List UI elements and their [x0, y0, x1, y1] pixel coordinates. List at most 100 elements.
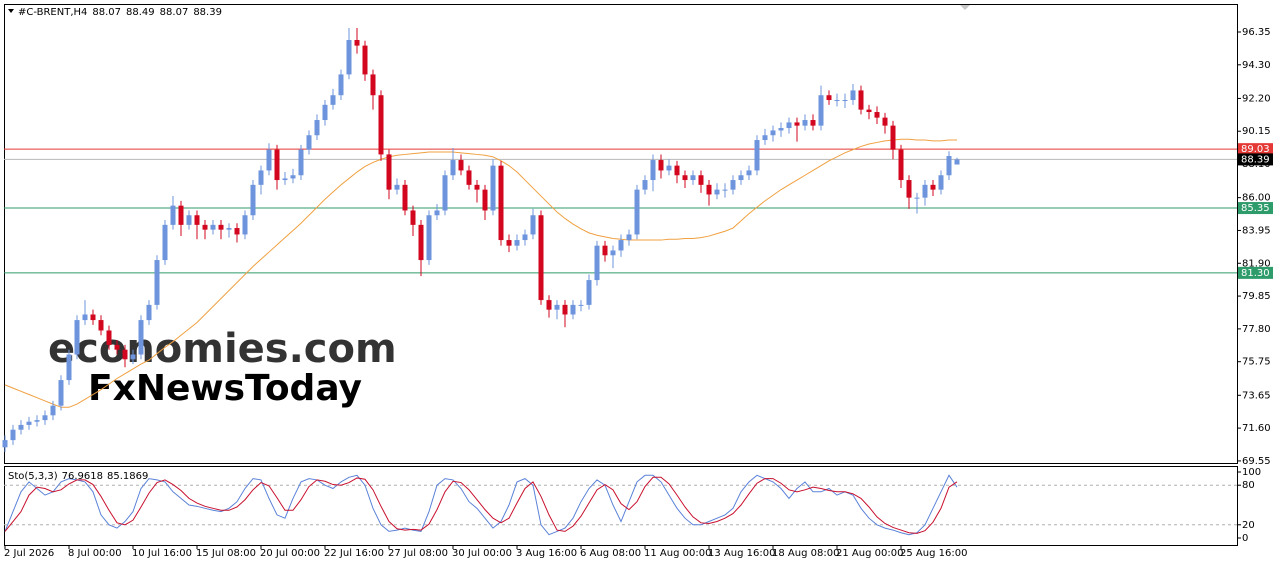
candle-body — [402, 184, 408, 211]
x-tick-label: 25 Aug 16:00 — [900, 548, 967, 559]
candle-body — [594, 245, 600, 281]
indicator-value: 76.9618 — [62, 471, 103, 482]
y-tick-label: 75.75 — [1242, 357, 1271, 368]
candle-body — [338, 74, 344, 96]
candle-body — [130, 354, 136, 360]
candle-body — [18, 424, 24, 430]
x-tick-label: 13 Aug 16:00 — [708, 548, 775, 559]
candle-body — [674, 165, 680, 176]
candle-body — [898, 149, 904, 181]
y-tick-label: 73.65 — [1242, 390, 1271, 401]
y-tick-label: 86.00 — [1242, 193, 1271, 204]
candle-body — [762, 135, 768, 141]
candle-body — [570, 304, 576, 315]
candle-body — [698, 175, 704, 185]
candle-body — [498, 165, 504, 241]
y-tick-label: 83.95 — [1242, 225, 1271, 236]
candle-body — [482, 189, 488, 211]
candle-body — [250, 184, 256, 216]
y-tick-label: 94.30 — [1242, 60, 1271, 71]
candle-body — [2, 440, 8, 448]
moving-average — [4, 138, 957, 408]
candle-body — [26, 421, 32, 425]
candle-body — [442, 175, 448, 211]
main-pane — [4, 4, 1238, 464]
x-tick-label: 15 Jul 08:00 — [196, 548, 256, 559]
watermark-text: economies.com — [48, 326, 397, 372]
symbol-header: #C-BRENT,H4 88.07 88.49 88.07 88.39 — [18, 7, 222, 18]
candle-body — [522, 234, 528, 241]
y-tick-label: 71.60 — [1242, 423, 1271, 434]
candle-body — [682, 175, 688, 181]
candle-body — [122, 349, 128, 360]
candle-body — [282, 178, 288, 181]
x-tick-label: 10 Jul 16:00 — [132, 548, 192, 559]
candle-body — [690, 175, 696, 181]
candle-body — [538, 215, 544, 301]
candle-body — [58, 380, 64, 406]
candle-body — [850, 90, 856, 101]
candle-body — [466, 170, 472, 185]
candle-body — [954, 159, 960, 165]
candle-body — [490, 165, 496, 211]
candle-body — [650, 160, 656, 181]
candle-body — [194, 215, 200, 225]
candle-body — [882, 117, 888, 126]
candle-body — [810, 120, 816, 126]
indicator-line — [4, 474, 958, 536]
candle-body — [786, 122, 792, 129]
candle-body — [754, 140, 760, 171]
candle-body — [818, 95, 824, 126]
candle-body — [154, 260, 160, 305]
candle-body — [858, 90, 864, 110]
candle-body — [666, 165, 672, 171]
candle-body — [794, 122, 800, 126]
candle-body — [738, 175, 744, 181]
menu-arrow[interactable] — [8, 9, 14, 13]
candle-body — [98, 320, 104, 331]
candle-body — [930, 184, 936, 190]
candle-body — [146, 304, 152, 321]
level-label-box — [1238, 143, 1273, 156]
x-tick-label: 30 Jul 00:00 — [452, 548, 512, 559]
indicator-header: Sto(5,3,3) 76.9618 85.1869 — [8, 471, 148, 482]
candle-body — [186, 215, 192, 225]
candle-body — [826, 95, 832, 101]
candle-body — [90, 314, 96, 321]
candle-body — [426, 215, 432, 261]
ohlc-value: 88.39 — [193, 7, 222, 18]
candle-body — [586, 280, 592, 305]
y-tick-label: 81.90 — [1242, 258, 1271, 269]
watermark-text: FxNewsToday — [88, 368, 362, 409]
candle-body — [842, 100, 848, 102]
indicator-pane — [4, 466, 1238, 546]
x-tick-label: 6 Aug 08:00 — [580, 548, 641, 559]
candle-body — [274, 149, 280, 181]
candle-body — [890, 125, 896, 150]
candle-body — [74, 320, 80, 355]
candle-body — [610, 250, 616, 256]
candle-body — [514, 240, 520, 246]
candle-body — [546, 300, 552, 310]
candle-body — [706, 184, 712, 195]
candle-body — [242, 215, 248, 235]
candle-body — [178, 205, 184, 225]
level-label-box — [1238, 202, 1273, 215]
candle-body — [290, 175, 296, 179]
candle-body — [474, 184, 480, 190]
candle-body — [306, 135, 312, 150]
candle-body — [922, 184, 928, 198]
candle-body — [418, 224, 424, 261]
shift-marker — [960, 5, 970, 10]
candle-body — [714, 189, 720, 195]
plot — [2, 28, 1237, 536]
candle-body — [226, 228, 232, 230]
y-tick-label: 0 — [1242, 533, 1248, 544]
candle-body — [394, 184, 400, 190]
candle-body — [354, 40, 360, 46]
candle-body — [138, 320, 144, 355]
last-price-box — [1238, 153, 1273, 166]
ohlc-value: 88.49 — [126, 7, 155, 18]
